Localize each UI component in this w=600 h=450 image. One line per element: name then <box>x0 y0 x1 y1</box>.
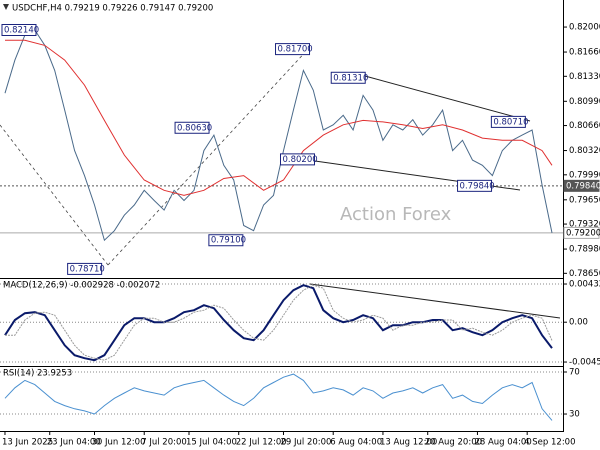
price-tag <box>563 226 600 239</box>
y-tick-label: 0.00 <box>569 318 588 328</box>
annotation-box <box>279 153 315 166</box>
annotation-label: 0.79100 <box>211 236 246 246</box>
x-tick-label: 20 Aug 20:00 <box>425 438 482 448</box>
series-line <box>5 39 553 196</box>
y-tick-label: 30 <box>569 410 580 420</box>
series-line <box>4 29 553 242</box>
y-tick-label: -0.004511 <box>569 358 600 368</box>
price-tag-label: 0.79200 <box>566 228 600 238</box>
y-tick-label: 0.004325 <box>569 280 600 290</box>
x-tick-label: 28 Aug 04:00 <box>474 438 531 448</box>
series-line <box>4 284 553 362</box>
panel-title: MACD(12,26,9) -0.002928 -0.002072 <box>3 281 160 291</box>
x-tick-label: 6 Aug 04:00 <box>330 438 382 448</box>
annotation-box <box>330 71 366 84</box>
annotation-label: 0.80710 <box>493 117 528 127</box>
y-tick-label: 0.78650 <box>569 269 600 279</box>
symbol-icon <box>3 4 9 10</box>
annotation-box <box>1 24 37 36</box>
annotation-label: 0.80200 <box>282 155 317 165</box>
x-tick-label: 15 Jul 04:00 <box>186 438 237 448</box>
x-tick-label: 4 Sep 12:00 <box>524 438 575 448</box>
x-tick-label: 13 Jun 2025 <box>2 438 53 448</box>
annotation-label: 0.80630 <box>177 123 212 133</box>
y-tick-label: 70 <box>569 367 580 377</box>
channel-line <box>364 75 531 122</box>
trend-line <box>107 46 311 266</box>
annotation-label: 0.79840 <box>460 181 495 191</box>
annotation-label: 0.81700 <box>278 45 313 55</box>
annotation-label: 0.78710 <box>70 264 105 274</box>
x-tick-label: 7 Jul 20:00 <box>141 438 187 448</box>
watermark: Action Forex <box>340 204 452 225</box>
macd-trend-line <box>309 283 561 319</box>
price-tag <box>563 179 600 192</box>
price-tag-label: 0.79840 <box>566 181 600 191</box>
annotation-label: 0.82140 <box>4 26 39 36</box>
annotation-box <box>174 121 210 134</box>
annotation-box <box>490 115 526 128</box>
x-tick-label: 13 Aug 12:00 <box>380 438 437 448</box>
annotation-box <box>67 262 103 275</box>
annotation-label: 0.81310 <box>333 73 368 83</box>
x-tick-label: 22 Jul 12:00 <box>236 438 287 448</box>
panel-title: USDCHF,H4 0.79219 0.79226 0.79147 0.7920… <box>12 4 213 14</box>
annotation-box <box>457 179 493 192</box>
x-tick-label: 23 Jun 04:00 <box>47 438 101 448</box>
annotation-box <box>275 43 311 56</box>
annotation-box <box>208 234 244 247</box>
series-line <box>4 373 553 421</box>
panel-title: RSI(14) 23.9253 <box>3 369 72 379</box>
x-tick-label: 30 Jun 12:00 <box>91 438 145 448</box>
x-tick-label: 29 Jul 20:00 <box>280 438 331 448</box>
